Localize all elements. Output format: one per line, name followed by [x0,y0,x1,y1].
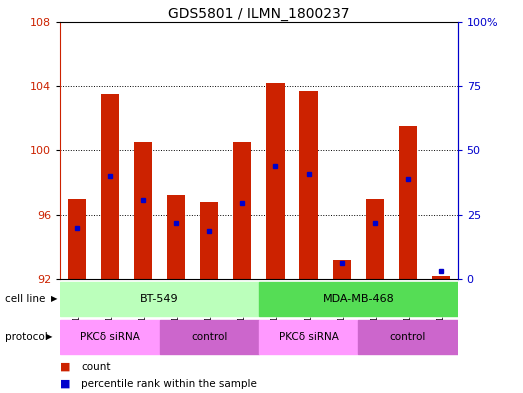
FancyBboxPatch shape [160,320,259,354]
Bar [134,142,152,279]
Text: BT-549: BT-549 [140,294,179,304]
FancyBboxPatch shape [259,320,358,354]
Bar [333,260,351,279]
Text: ▶: ▶ [46,332,52,342]
FancyBboxPatch shape [259,282,458,316]
Text: percentile rank within the sample: percentile rank within the sample [81,379,257,389]
Text: MDA-MB-468: MDA-MB-468 [322,294,394,304]
Text: cell line: cell line [5,294,46,304]
Bar [399,126,417,279]
FancyBboxPatch shape [60,320,160,354]
Text: ■: ■ [60,362,71,372]
Text: ▶: ▶ [51,294,57,303]
Bar [101,94,119,279]
Text: count: count [81,362,110,372]
FancyBboxPatch shape [358,320,458,354]
Bar [67,198,86,279]
Text: PKCδ siRNA: PKCδ siRNA [80,332,140,342]
Title: GDS5801 / ILMN_1800237: GDS5801 / ILMN_1800237 [168,7,350,20]
Text: control: control [390,332,426,342]
Text: control: control [191,332,228,342]
Bar [366,198,384,279]
Bar [266,83,285,279]
Bar [233,142,252,279]
Bar [167,195,185,279]
Text: protocol: protocol [5,332,48,342]
Text: PKCδ siRNA: PKCδ siRNA [279,332,338,342]
FancyBboxPatch shape [60,282,259,316]
Bar [432,276,450,279]
Bar [300,91,317,279]
Bar [200,202,218,279]
Text: ■: ■ [60,379,71,389]
